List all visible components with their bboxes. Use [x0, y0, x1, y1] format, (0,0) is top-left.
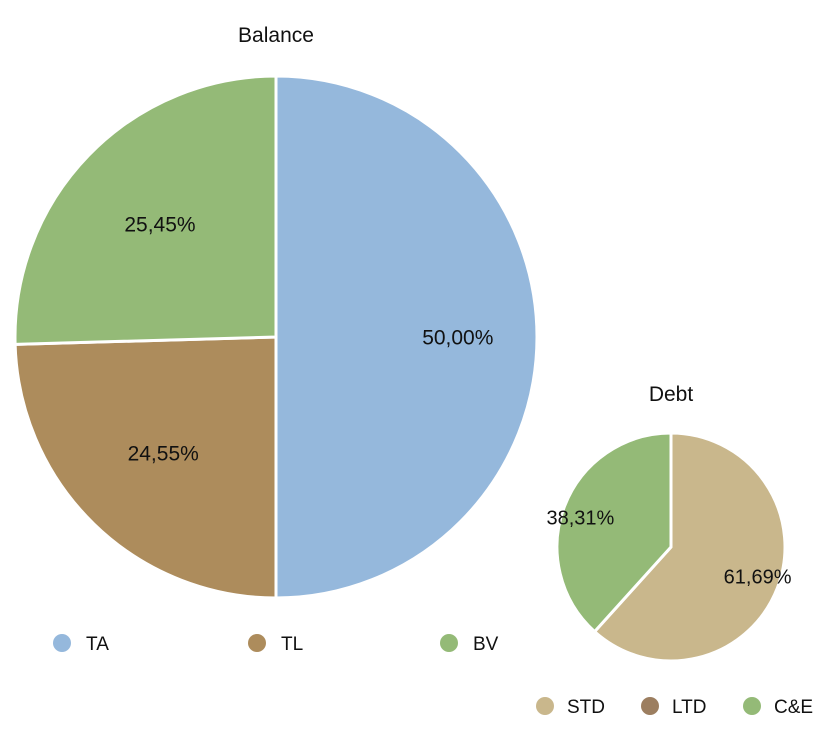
balance-chart-title: Balance	[238, 24, 314, 47]
balance-legend: TA TL BV	[53, 634, 499, 655]
debt-legend: STD LTD C&E	[536, 697, 813, 718]
data-label-tl: 24,55%	[128, 442, 199, 465]
legend-marker-tl	[248, 634, 266, 652]
pie-slice-bv	[13, 74, 278, 346]
legend-label-tl: TL	[281, 634, 303, 655]
data-label-bv: 25,45%	[124, 214, 195, 237]
legend-label-ltd: LTD	[672, 697, 706, 718]
debt-chart-title: Debt	[649, 383, 694, 406]
legend-marker-ce	[743, 697, 761, 715]
pie-slice-c-e	[555, 431, 673, 634]
legend-marker-std	[536, 697, 554, 715]
pie-slice-std	[593, 431, 787, 663]
legend-item-ce: C&E	[743, 697, 813, 718]
legend-marker-ta	[53, 634, 71, 652]
debt-pie-chart: Debt 61,69% 38,31% STD LTD C&E	[536, 383, 813, 718]
legend-label-ta: TA	[86, 634, 109, 655]
balance-data-labels: 50,00% 24,55% 25,45%	[124, 214, 493, 466]
legend-item-bv: BV	[440, 634, 499, 655]
balance-slices	[13, 74, 539, 600]
balance-pie-chart: Balance 50,00% 24,55% 25,45% TA TL BV	[13, 24, 539, 655]
data-label-ta: 50,00%	[422, 326, 493, 349]
legend-label-std: STD	[567, 697, 605, 718]
legend-item-std: STD	[536, 697, 605, 718]
pie-slice-ta	[274, 74, 539, 600]
legend-label-ce: C&E	[774, 697, 813, 718]
legend-item-ta: TA	[53, 634, 109, 655]
legend-marker-bv	[440, 634, 458, 652]
legend-item-ltd: LTD	[641, 697, 706, 718]
debt-data-labels: 61,69% 38,31%	[546, 508, 791, 589]
legend-marker-ltd	[641, 697, 659, 715]
debt-slices	[555, 431, 787, 663]
data-label-c-e: 38,31%	[546, 508, 614, 530]
legend-label-bv: BV	[473, 634, 499, 655]
pie-slice-tl	[13, 335, 278, 600]
legend-item-tl: TL	[248, 634, 303, 655]
data-label-std: 61,69%	[724, 566, 792, 588]
